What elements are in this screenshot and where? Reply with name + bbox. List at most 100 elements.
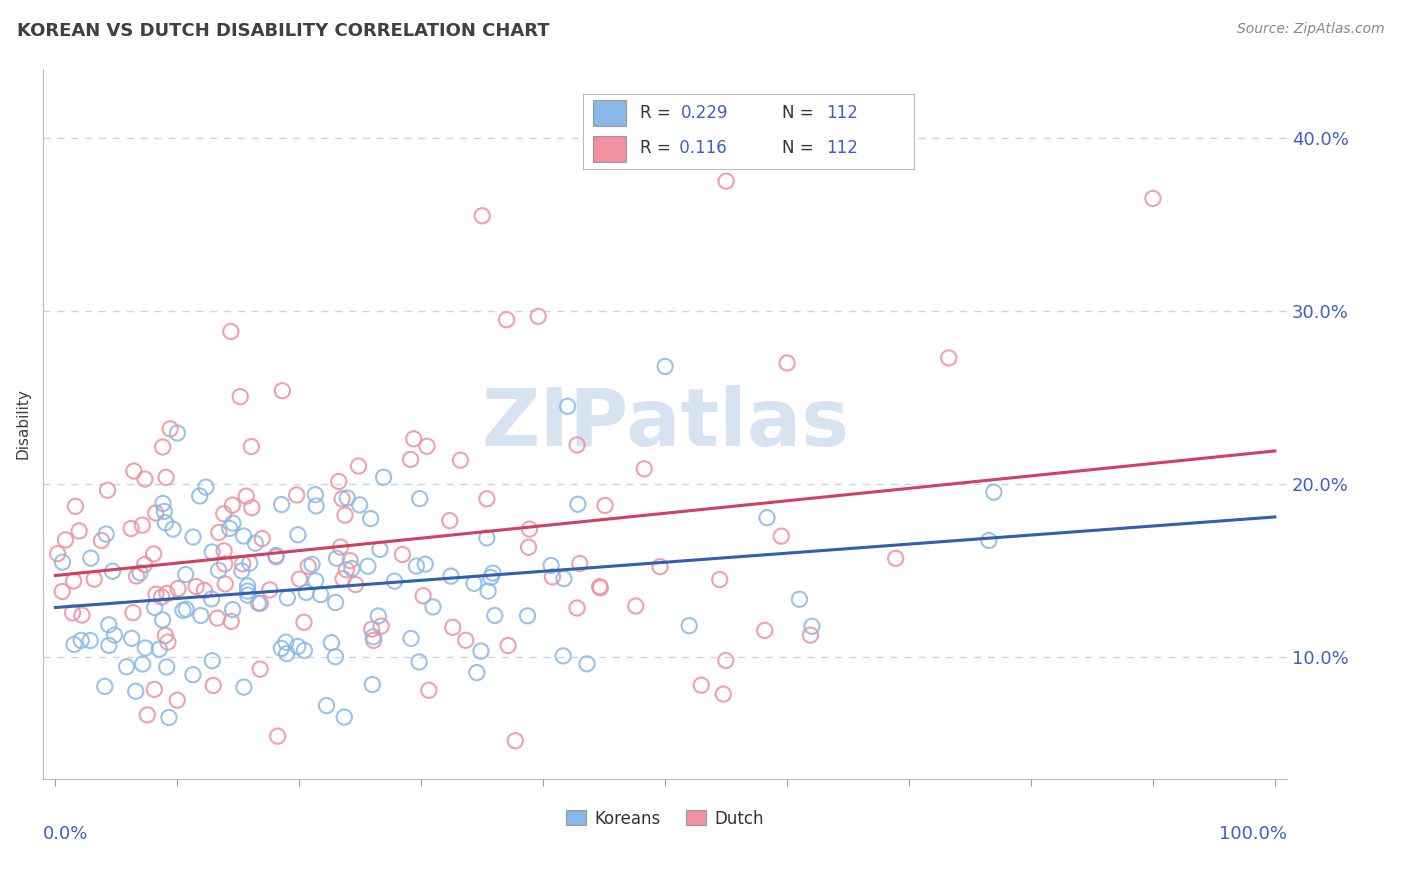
Point: [517, 541, 540, 555]
Point: [475, 531, 498, 545]
Text: KOREAN VS DUTCH DISABILITY CORRELATION CHART: KOREAN VS DUTCH DISABILITY CORRELATION C…: [17, 22, 550, 40]
Point: [519, 522, 541, 536]
Point: [540, 558, 562, 573]
Point: [360, 622, 382, 636]
Point: [97, 617, 120, 632]
Point: [80, 551, 103, 566]
Point: [416, 439, 439, 453]
Point: [373, 470, 395, 484]
Point: [181, 530, 204, 544]
Point: [1142, 191, 1164, 205]
Point: [276, 591, 298, 605]
Point: [575, 657, 598, 671]
Point: [201, 654, 224, 668]
Point: [270, 498, 292, 512]
Point: [264, 549, 287, 563]
Point: [145, 506, 167, 520]
Point: [201, 545, 224, 559]
Point: [219, 615, 242, 629]
Point: [449, 453, 471, 467]
Point: [212, 544, 235, 558]
Point: [166, 693, 188, 707]
Point: [770, 529, 793, 543]
Point: [96, 483, 118, 498]
Point: [188, 489, 211, 503]
Point: [236, 584, 259, 599]
Point: [475, 491, 498, 506]
Point: [678, 618, 700, 632]
Point: [399, 452, 422, 467]
Point: [219, 325, 242, 339]
Point: [166, 426, 188, 441]
Point: [156, 586, 179, 600]
Point: [125, 684, 148, 698]
Point: [221, 602, 243, 616]
Point: [143, 600, 166, 615]
Point: [297, 559, 319, 574]
Point: [148, 642, 170, 657]
Point: [633, 462, 655, 476]
Point: [222, 516, 245, 530]
Point: [51, 584, 73, 599]
Point: [190, 608, 212, 623]
Point: [207, 611, 229, 625]
Point: [131, 657, 153, 671]
Point: [470, 644, 492, 658]
Point: [304, 488, 326, 502]
Point: [329, 540, 352, 554]
Point: [711, 687, 734, 701]
Point: [409, 491, 432, 506]
Text: 112: 112: [827, 139, 858, 157]
Point: [408, 655, 430, 669]
Point: [250, 532, 273, 546]
Point: [125, 569, 148, 583]
Point: [70, 608, 93, 623]
Point: [94, 680, 117, 694]
Text: ZIPatlas: ZIPatlas: [481, 384, 849, 463]
Point: [181, 667, 204, 681]
Text: N =: N =: [782, 104, 818, 122]
Point: [208, 525, 231, 540]
Point: [315, 698, 337, 713]
Point: [328, 475, 350, 489]
Point: [121, 632, 143, 646]
Point: [120, 521, 142, 535]
Point: [236, 579, 259, 593]
Point: [174, 602, 197, 616]
Point: [593, 499, 616, 513]
Point: [484, 608, 506, 623]
Point: [193, 583, 215, 598]
Point: [363, 633, 385, 648]
Point: [402, 432, 425, 446]
Point: [276, 647, 298, 661]
Point: [709, 573, 731, 587]
Point: [152, 440, 174, 454]
Point: [776, 356, 799, 370]
Text: 0.0%: 0.0%: [44, 825, 89, 843]
Point: [143, 682, 166, 697]
Point: [207, 563, 229, 577]
Point: [347, 458, 370, 473]
Point: [588, 580, 610, 594]
Point: [471, 209, 494, 223]
Point: [240, 500, 263, 515]
Point: [567, 497, 589, 511]
Point: [174, 567, 197, 582]
Point: [167, 582, 190, 596]
Point: [754, 624, 776, 638]
Point: [96, 527, 118, 541]
Point: [714, 174, 737, 188]
Point: [239, 556, 262, 570]
Point: [340, 561, 363, 575]
Point: [51, 555, 73, 569]
Point: [152, 496, 174, 510]
Point: [136, 707, 159, 722]
Point: [439, 514, 461, 528]
Point: [565, 601, 588, 615]
Point: [155, 516, 177, 530]
Point: [157, 710, 180, 724]
Point: [270, 641, 292, 656]
Point: [142, 547, 165, 561]
Point: [245, 536, 267, 550]
Point: [325, 595, 347, 609]
